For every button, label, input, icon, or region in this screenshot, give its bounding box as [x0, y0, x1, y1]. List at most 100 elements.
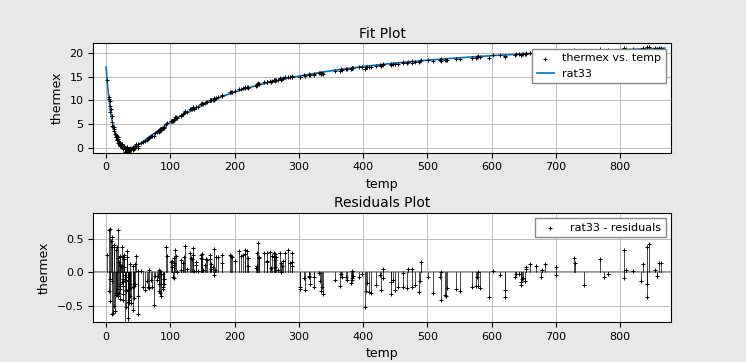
- rat33 - residuals: [386, 278, 398, 283]
- thermex vs. temp: [124, 145, 136, 151]
- rat33 - residuals: [208, 272, 220, 278]
- thermex vs. temp: [263, 78, 275, 84]
- thermex vs. temp: [118, 144, 130, 150]
- thermex vs. temp: [192, 104, 204, 110]
- thermex vs. temp: [114, 140, 126, 146]
- thermex vs. temp: [155, 127, 167, 133]
- thermex vs. temp: [450, 56, 462, 62]
- thermex vs. temp: [536, 50, 548, 56]
- rat33 - residuals: [454, 288, 466, 294]
- thermex vs. temp: [116, 144, 128, 150]
- thermex vs. temp: [104, 109, 116, 115]
- rat33 - residuals: [120, 287, 132, 292]
- rat33 - residuals: [165, 259, 177, 265]
- thermex vs. temp: [510, 52, 521, 58]
- rat33 - residuals: [535, 274, 547, 280]
- rat33 - residuals: [151, 277, 163, 283]
- rat33 - residuals: [158, 282, 170, 287]
- thermex vs. temp: [239, 85, 251, 90]
- thermex vs. temp: [335, 67, 347, 72]
- rat33 - residuals: [374, 272, 386, 277]
- thermex vs. temp: [108, 129, 120, 134]
- thermex vs. temp: [275, 77, 287, 83]
- thermex vs. temp: [225, 89, 237, 95]
- thermex vs. temp: [515, 52, 527, 58]
- rat33 - residuals: [135, 268, 147, 274]
- rat33 - residuals: [143, 285, 155, 291]
- rat33 - residuals: [119, 273, 131, 278]
- rat33 - residuals: [153, 267, 165, 273]
- thermex vs. temp: [129, 144, 141, 150]
- rat33 - residuals: [169, 247, 181, 253]
- rat33 - residuals: [436, 297, 448, 303]
- rat33 - residuals: [157, 284, 169, 290]
- rat33 - residuals: [487, 268, 499, 274]
- thermex vs. temp: [413, 59, 424, 65]
- rat33 - residuals: [470, 283, 482, 289]
- rat33 - residuals: [110, 248, 122, 253]
- rat33 - residuals: [568, 255, 580, 261]
- thermex vs. temp: [346, 65, 358, 71]
- rat33 - residuals: [216, 260, 228, 266]
- thermex vs. temp: [513, 51, 525, 57]
- thermex vs. temp: [153, 127, 165, 133]
- rat33 - residuals: [168, 255, 180, 261]
- thermex vs. temp: [181, 109, 193, 115]
- thermex vs. temp: [253, 81, 265, 87]
- rat33 - residuals: [406, 266, 418, 272]
- rat33 - residuals: [101, 252, 113, 258]
- thermex vs. temp: [602, 47, 614, 53]
- thermex vs. temp: [499, 54, 511, 59]
- rat33 - residuals: [142, 285, 154, 290]
- thermex vs. temp: [282, 74, 294, 80]
- rat33 - residuals: [168, 260, 180, 266]
- thermex vs. temp: [363, 64, 375, 70]
- rat33 - residuals: [627, 268, 639, 274]
- thermex vs. temp: [112, 134, 124, 140]
- rat33 - residuals: [196, 251, 208, 257]
- thermex vs. temp: [313, 70, 325, 76]
- thermex vs. temp: [107, 125, 119, 130]
- thermex vs. temp: [213, 94, 225, 100]
- thermex vs. temp: [114, 142, 126, 148]
- thermex vs. temp: [316, 70, 327, 76]
- rat33 - residuals: [353, 274, 365, 280]
- thermex vs. temp: [472, 55, 484, 60]
- rat33 - residuals: [413, 289, 424, 295]
- thermex vs. temp: [106, 113, 118, 119]
- thermex vs. temp: [153, 128, 165, 134]
- thermex vs. temp: [341, 66, 353, 72]
- rat33 - residuals: [116, 279, 128, 285]
- thermex vs. temp: [154, 126, 166, 132]
- rat33 - residuals: [361, 281, 373, 286]
- rat33 - residuals: [124, 286, 136, 292]
- X-axis label: temp: temp: [366, 178, 398, 191]
- thermex vs. temp: [539, 49, 551, 55]
- thermex vs. temp: [329, 68, 341, 73]
- rat33 - residuals: [137, 285, 149, 290]
- rat33 - residuals: [620, 267, 632, 273]
- Legend: thermex vs. temp, rat33: thermex vs. temp, rat33: [533, 49, 666, 83]
- thermex vs. temp: [114, 142, 126, 148]
- thermex vs. temp: [106, 113, 118, 119]
- thermex vs. temp: [436, 58, 448, 64]
- thermex vs. temp: [121, 147, 133, 152]
- thermex vs. temp: [294, 74, 306, 80]
- thermex vs. temp: [112, 136, 124, 142]
- rat33 - residuals: [539, 261, 551, 266]
- thermex vs. temp: [188, 106, 200, 111]
- thermex vs. temp: [178, 110, 189, 116]
- rat33 - residuals: [190, 262, 202, 268]
- thermex vs. temp: [427, 58, 439, 64]
- rat33 - residuals: [402, 266, 414, 272]
- rat33 - residuals: [269, 251, 280, 257]
- thermex vs. temp: [117, 144, 129, 150]
- thermex vs. temp: [186, 105, 198, 111]
- thermex vs. temp: [618, 47, 630, 53]
- thermex vs. temp: [133, 142, 145, 147]
- rat33 - residuals: [178, 254, 189, 260]
- thermex vs. temp: [517, 51, 529, 57]
- rat33 - residuals: [483, 294, 495, 299]
- thermex vs. temp: [142, 135, 154, 140]
- rat33 - residuals: [145, 285, 157, 290]
